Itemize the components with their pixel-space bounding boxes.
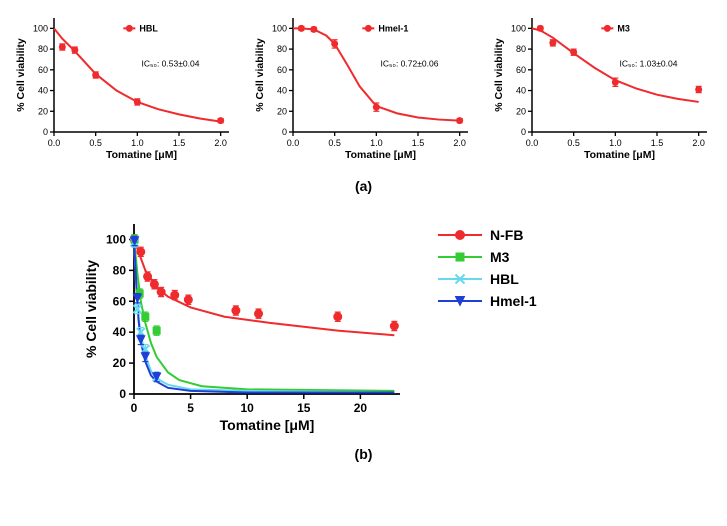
svg-text:40: 40 xyxy=(277,86,287,96)
svg-text:% Cell viability: % Cell viability xyxy=(83,260,99,358)
panel-a-row: 0 20 40 60 80 100 0.0 0.5 1.0 1.5 2.0 Tomatine [μM]… xyxy=(0,0,727,160)
svg-text:0: 0 xyxy=(43,127,48,137)
svg-text:100: 100 xyxy=(33,23,48,33)
svg-text:% Cell viability: % Cell viability xyxy=(15,38,27,112)
panel-b-label: (b) xyxy=(0,446,727,462)
chart-hmel1-svg: 0 20 40 60 80 100 0.0 0.5 1.0 1.5 2.0 Tomatine [μM]… xyxy=(251,10,476,160)
legend-label: HBL xyxy=(490,271,519,287)
svg-text:2.0: 2.0 xyxy=(214,138,227,148)
svg-text:80: 80 xyxy=(38,44,48,54)
svg-text:60: 60 xyxy=(113,294,127,308)
svg-text:% Cell viability: % Cell viability xyxy=(493,38,505,112)
chart-m3-svg: 0 20 40 60 80 100 0.0 0.5 1.0 1.5 2.0 Tomatine [μM]… xyxy=(490,10,715,160)
svg-text:M3: M3 xyxy=(617,23,630,33)
svg-text:Tomatine [μM]: Tomatine [μM] xyxy=(345,149,416,160)
chart-hmel1: 0 20 40 60 80 100 0.0 0.5 1.0 1.5 2.0 Tomatine [μM]… xyxy=(251,10,476,160)
svg-text:80: 80 xyxy=(516,44,526,54)
chart-combined: 0 20 40 60 80 100 0 5 10 15 20 Tomatine [μM] % Cell … xyxy=(80,216,410,434)
chart-combined-svg: 0 20 40 60 80 100 0 5 10 15 20 Tomatine [μM] % Cell … xyxy=(80,216,410,434)
svg-text:HBL: HBL xyxy=(139,23,158,33)
svg-text:1.0: 1.0 xyxy=(370,138,383,148)
svg-text:60: 60 xyxy=(277,65,287,75)
svg-text:5: 5 xyxy=(187,401,194,415)
svg-text:Tomatine [μM]: Tomatine [μM] xyxy=(220,417,315,433)
svg-text:100: 100 xyxy=(106,232,126,246)
svg-text:IC₅₀: 0.53±0.04: IC₅₀: 0.53±0.04 xyxy=(142,59,200,69)
chart-hbl: 0 20 40 60 80 100 0.0 0.5 1.0 1.5 2.0 Tomatine [μM]… xyxy=(12,10,237,160)
legend-item-n-fb: N-FB xyxy=(438,224,537,246)
svg-text:Tomatine [μM]: Tomatine [μM] xyxy=(106,149,177,160)
chart-m3: 0 20 40 60 80 100 0.0 0.5 1.0 1.5 2.0 Tomatine [μM]… xyxy=(490,10,715,160)
svg-text:20: 20 xyxy=(113,356,127,370)
svg-text:0.0: 0.0 xyxy=(48,138,61,148)
svg-text:1.0: 1.0 xyxy=(609,138,622,148)
svg-text:0: 0 xyxy=(131,401,138,415)
svg-text:0.5: 0.5 xyxy=(89,138,102,148)
legend-item-hmel-1: Hmel-1 xyxy=(438,290,537,312)
svg-text:2.0: 2.0 xyxy=(692,138,705,148)
svg-text:40: 40 xyxy=(516,86,526,96)
svg-text:0.5: 0.5 xyxy=(567,138,580,148)
panel-a-label: (a) xyxy=(0,178,727,194)
svg-text:20: 20 xyxy=(277,106,287,116)
svg-text:20: 20 xyxy=(354,401,368,415)
svg-text:100: 100 xyxy=(272,23,287,33)
svg-text:1.5: 1.5 xyxy=(173,138,186,148)
svg-text:1.5: 1.5 xyxy=(412,138,425,148)
svg-text:100: 100 xyxy=(511,23,526,33)
svg-text:0: 0 xyxy=(282,127,287,137)
svg-text:1.0: 1.0 xyxy=(131,138,144,148)
svg-text:IC₅₀: 0.72±0.06: IC₅₀: 0.72±0.06 xyxy=(381,59,439,69)
svg-text:0: 0 xyxy=(521,127,526,137)
svg-text:IC₅₀: 1.03±0.04: IC₅₀: 1.03±0.04 xyxy=(620,59,678,69)
svg-text:80: 80 xyxy=(113,263,127,277)
legend-label: N-FB xyxy=(490,227,523,243)
legend-label: M3 xyxy=(490,249,509,265)
svg-text:40: 40 xyxy=(38,86,48,96)
svg-text:1.5: 1.5 xyxy=(651,138,664,148)
svg-text:Hmel-1: Hmel-1 xyxy=(378,23,408,33)
svg-text:% Cell viability: % Cell viability xyxy=(254,38,266,112)
legend-label: Hmel-1 xyxy=(490,293,537,309)
svg-text:20: 20 xyxy=(38,106,48,116)
svg-text:20: 20 xyxy=(516,106,526,116)
svg-text:60: 60 xyxy=(516,65,526,75)
svg-text:60: 60 xyxy=(38,65,48,75)
chart-hbl-svg: 0 20 40 60 80 100 0.0 0.5 1.0 1.5 2.0 Tomatine [μM]… xyxy=(12,10,237,160)
panel-b-wrap: 0 20 40 60 80 100 0 5 10 15 20 Tomatine [μM] % Cell … xyxy=(0,216,727,434)
svg-text:0.0: 0.0 xyxy=(526,138,539,148)
legend-item-m3: M3 xyxy=(438,246,537,268)
svg-text:0.5: 0.5 xyxy=(328,138,341,148)
svg-text:0: 0 xyxy=(119,387,126,401)
svg-text:Tomatine [μM]: Tomatine [μM] xyxy=(584,149,655,160)
panel-b-legend: N-FB M3 HBL Hmel-1 xyxy=(438,224,537,312)
svg-text:0.0: 0.0 xyxy=(287,138,300,148)
svg-text:80: 80 xyxy=(277,44,287,54)
svg-text:40: 40 xyxy=(113,325,127,339)
legend-item-hbl: HBL xyxy=(438,268,537,290)
svg-text:10: 10 xyxy=(241,401,255,415)
svg-text:15: 15 xyxy=(297,401,311,415)
svg-text:2.0: 2.0 xyxy=(453,138,466,148)
